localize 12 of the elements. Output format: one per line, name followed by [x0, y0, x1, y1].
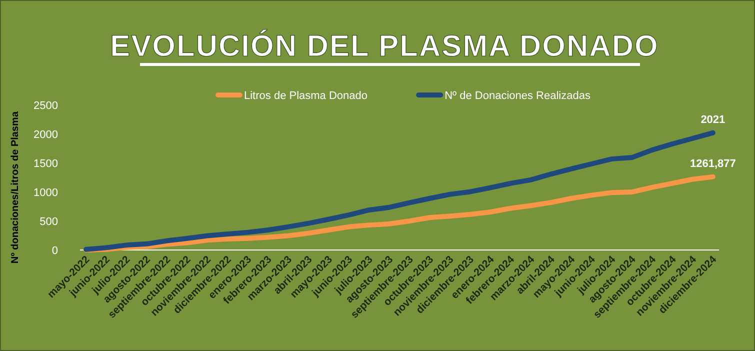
y-tick-label: 0 [52, 245, 58, 257]
legend-label: Litros de Plasma Donado [244, 90, 368, 102]
y-tick-label: 1000 [34, 187, 58, 199]
y-tick-label: 500 [40, 216, 58, 228]
data-label: 1261,877 [690, 158, 736, 170]
y-axis-title: Nº donaciones/Litros de Plasma [10, 111, 21, 264]
y-tick-label: 1500 [34, 158, 58, 170]
data-label: 2021 [700, 114, 726, 126]
y-tick-label: 2000 [34, 129, 58, 141]
y-tick-label: 2500 [34, 100, 58, 112]
chart-title: EVOLUCIÓN DEL PLASMA DONADO [110, 29, 659, 63]
legend-label: Nº de Donaciones Realizadas [444, 90, 591, 102]
